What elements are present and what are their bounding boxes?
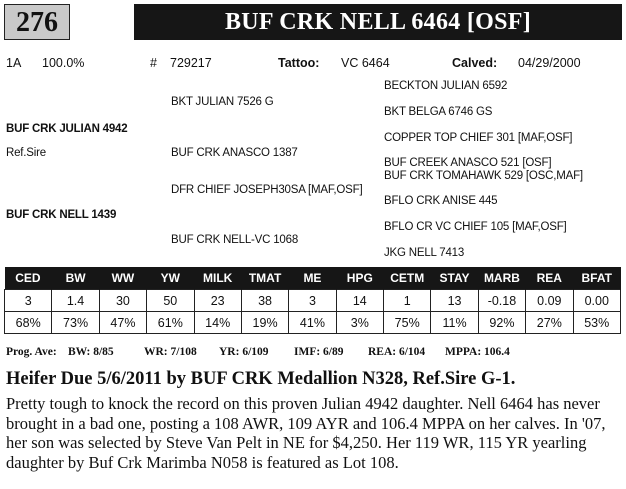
pedigree-sire-dam: BUF CRK ANASCO 1387 (171, 147, 298, 159)
pedigree-dam-sire: DFR CHIEF JOSEPH30SA [MAF,OSF] (171, 184, 363, 196)
epd-percentile: 68% (3, 311, 53, 334)
epd-header: YW (146, 267, 195, 290)
lot-number: 276 (4, 4, 70, 40)
epd-table: CED BW WW YW MILK TMAT ME HPG CETM STAY … (3, 267, 621, 334)
calved-value: 04/29/2000 (518, 56, 581, 70)
epd-value: 38 (240, 289, 290, 312)
epd-value: 0.00 (572, 289, 621, 312)
pedigree-sd-dam: BUF CREEK ANASCO 521 [OSF] (384, 157, 552, 169)
epd-value: 50 (146, 289, 195, 312)
tattoo-label: Tattoo: (278, 56, 320, 70)
epd-value: 30 (98, 289, 148, 312)
animal-name-title: BUF CRK NELL 6464 [OSF] (134, 4, 622, 40)
reg-label: # (150, 56, 157, 70)
epd-percentile: 14% (193, 311, 242, 334)
pedigree-ss-sire: BECKTON JULIAN 6592 (384, 80, 508, 92)
epd-value: 3 (3, 289, 53, 312)
progeny-rea: REA: 6/104 (368, 346, 426, 358)
epd-value: 14 (335, 289, 385, 312)
epd-header: CETM (383, 267, 432, 290)
epd-value: -0.18 (477, 289, 527, 312)
pedigree-sire-sire: BKT JULIAN 7526 G (171, 96, 274, 108)
epd-header: BW (51, 267, 100, 290)
epd-percentile: 41% (288, 311, 337, 334)
epd-value: 1.4 (51, 289, 100, 312)
pedigree-dd-sire: BFLO CR VC CHIEF 105 [MAF,OSF] (384, 221, 567, 233)
epd-value: 3 (288, 289, 337, 312)
epd-header: TMAT (241, 267, 290, 290)
epd-percentile: 53% (572, 311, 621, 334)
epd-percentile: 73% (51, 311, 100, 334)
progeny-imf: IMF: 6/89 (294, 346, 344, 358)
epd-percentile-row: 68% 73% 47% 61% 14% 19% 41% 3% 75% 11% 9… (3, 311, 621, 334)
pedigree-dd-dam: JKG NELL 7413 (384, 247, 465, 259)
epd-header: CED (4, 267, 53, 290)
pedigree-dam: BUF CRK NELL 1439 (6, 209, 117, 221)
epd-header: REA (525, 267, 574, 290)
epd-header: ME (288, 267, 337, 290)
progeny-mppa: MPPA: 106.4 (445, 346, 510, 358)
epd-header: MILK (194, 267, 242, 290)
pedigree-ds-sire: BUF CRK TOMAHAWK 529 [OSC,MAF] (384, 170, 583, 182)
reg-number: 729217 (170, 56, 212, 70)
progeny-label: Prog. Ave: (6, 346, 57, 358)
pedigree-ss-dam: BKT BELGA 6746 GS (384, 106, 493, 118)
pedigree-sire: BUF CRK JULIAN 4942 (6, 123, 128, 135)
pedigree-ref-sire: Ref.Sire (6, 147, 46, 159)
progeny-wr: WR: 7/108 (144, 346, 197, 358)
epd-percentile: 75% (382, 311, 432, 334)
tattoo-value: VC 6464 (341, 56, 390, 70)
epd-value: 1 (382, 289, 432, 312)
pedigree-dam-dam: BUF CRK NELL-VC 1068 (171, 234, 299, 246)
epd-percentile: 92% (477, 311, 527, 334)
epd-value: 23 (193, 289, 242, 312)
progeny-yr: YR: 6/109 (219, 346, 269, 358)
calved-label: Calved: (452, 56, 498, 70)
epd-header: WW (99, 267, 148, 290)
epd-value: 0.09 (525, 289, 574, 312)
epd-percentile: 47% (98, 311, 148, 334)
percent: 100.0% (42, 56, 85, 70)
epd-percentile: 61% (146, 311, 195, 334)
epd-header: HPG (336, 267, 385, 290)
lot-headline: Heifer Due 5/6/2011 by BUF CRK Medallion… (6, 369, 516, 389)
lot-description: Pretty tough to knock the record on this… (6, 394, 606, 473)
epd-header: BFAT (573, 267, 621, 290)
epd-value: 13 (430, 289, 479, 312)
epd-percentile: 19% (240, 311, 290, 334)
epd-header-row: CED BW WW YW MILK TMAT ME HPG CETM STAY … (4, 267, 621, 290)
pedigree-ds-dam: BFLO CRK ANISE 445 (384, 195, 498, 207)
epd-header: MARB (478, 267, 527, 290)
epd-percentile: 27% (525, 311, 574, 334)
progeny-bw: BW: 8/85 (68, 346, 114, 358)
epd-percentile: 3% (335, 311, 385, 334)
pedigree-sd-sire: COPPER TOP CHIEF 301 [MAF,OSF] (384, 132, 573, 144)
epd-header: STAY (430, 267, 479, 290)
epd-value-row: 3 1.4 30 50 23 38 3 14 1 13 -0.18 0.09 0… (3, 289, 621, 312)
epd-percentile: 11% (430, 311, 479, 334)
grade: 1A (6, 56, 22, 70)
